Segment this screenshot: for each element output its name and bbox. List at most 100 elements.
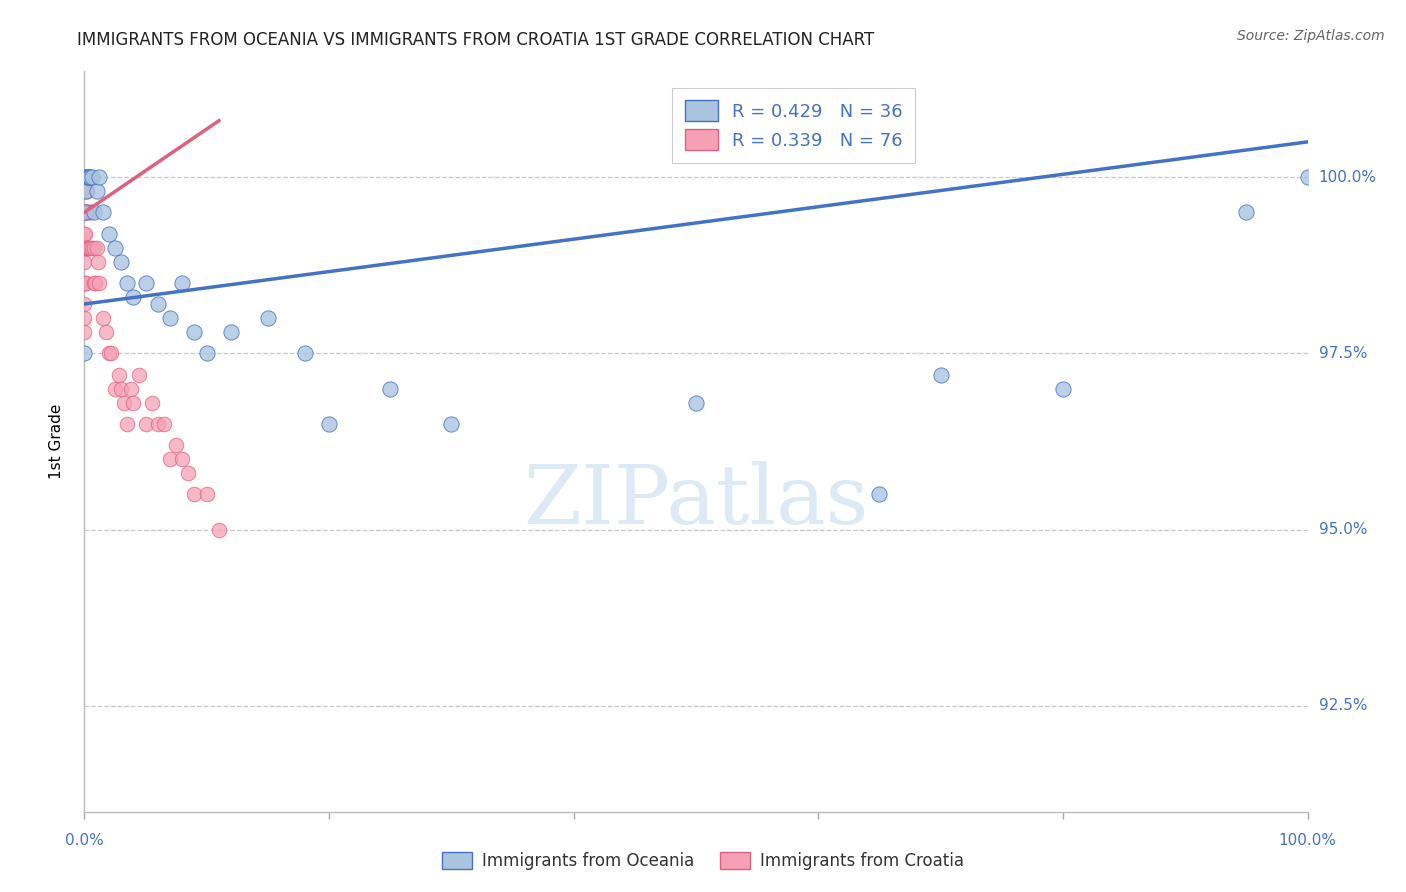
Point [79, 205, 101, 219]
Text: ZIPatlas: ZIPatlas [523, 461, 869, 541]
Point [257, 311, 280, 326]
Text: 100.0%: 100.0% [1319, 169, 1376, 185]
Point [135, 276, 157, 290]
Point [73, 170, 96, 185]
Point [79, 205, 101, 219]
Point [73, 241, 96, 255]
Point [77, 205, 100, 219]
Point [73, 227, 96, 241]
Point [86, 184, 108, 198]
Point [76, 184, 98, 198]
Point [87, 254, 110, 268]
Point [122, 290, 145, 304]
Point [73, 276, 96, 290]
Point [112, 396, 135, 410]
Point [294, 346, 316, 360]
Point [73, 184, 96, 198]
Point [80, 205, 103, 219]
Point [75, 170, 97, 185]
Text: 92.5%: 92.5% [1319, 698, 1367, 714]
Point [685, 396, 707, 410]
Text: 0.0%: 0.0% [65, 833, 104, 848]
Point [77, 241, 100, 255]
Point [1236, 205, 1258, 219]
Text: IMMIGRANTS FROM OCEANIA VS IMMIGRANTS FROM CROATIA 1ST GRADE CORRELATION CHART: IMMIGRANTS FROM OCEANIA VS IMMIGRANTS FR… [77, 31, 875, 49]
Point [122, 396, 145, 410]
Point [183, 325, 205, 339]
Point [172, 452, 194, 467]
Point [80, 170, 103, 185]
Point [318, 417, 340, 431]
Point [73, 170, 96, 185]
Point [73, 205, 96, 219]
Point [73, 170, 96, 185]
Point [110, 382, 132, 396]
Point [75, 184, 97, 198]
Point [91, 311, 114, 326]
Point [100, 346, 122, 360]
Legend: Immigrants from Oceania, Immigrants from Croatia: Immigrants from Oceania, Immigrants from… [436, 845, 970, 877]
Point [104, 382, 127, 396]
Point [115, 417, 138, 431]
Point [79, 170, 101, 185]
Point [380, 382, 402, 396]
Point [96, 325, 118, 339]
Point [929, 368, 952, 382]
Point [87, 276, 110, 290]
Point [73, 276, 96, 290]
Point [183, 487, 205, 501]
Point [73, 346, 96, 360]
Point [146, 297, 169, 311]
Point [73, 325, 96, 339]
Point [73, 241, 96, 255]
Point [73, 184, 96, 198]
Point [82, 241, 104, 255]
Point [79, 241, 101, 255]
Point [104, 241, 127, 255]
Point [83, 205, 105, 219]
Point [172, 276, 194, 290]
Point [195, 487, 218, 501]
Point [73, 170, 96, 185]
Point [146, 417, 169, 431]
Point [83, 276, 105, 290]
Text: 95.0%: 95.0% [1319, 522, 1367, 537]
Point [73, 205, 96, 219]
Point [73, 205, 96, 219]
Point [91, 205, 114, 219]
Point [110, 254, 132, 268]
Text: 100.0%: 100.0% [1278, 833, 1337, 848]
Point [195, 346, 218, 360]
Point [76, 170, 98, 185]
Point [73, 311, 96, 326]
Point [107, 368, 129, 382]
Point [120, 382, 142, 396]
Point [83, 241, 105, 255]
Point [1296, 170, 1319, 185]
Point [159, 311, 181, 326]
Text: 97.5%: 97.5% [1319, 346, 1367, 361]
Point [869, 487, 891, 501]
Point [75, 241, 97, 255]
Point [115, 276, 138, 290]
Point [87, 170, 110, 185]
Point [73, 205, 96, 219]
Point [1052, 382, 1074, 396]
Point [76, 241, 98, 255]
Point [77, 170, 100, 185]
Point [440, 417, 463, 431]
Point [76, 205, 98, 219]
Point [75, 276, 97, 290]
Point [73, 227, 96, 241]
Point [75, 184, 97, 198]
Point [177, 467, 200, 481]
Text: Source: ZipAtlas.com: Source: ZipAtlas.com [1237, 29, 1385, 43]
Point [73, 254, 96, 268]
Point [77, 241, 100, 255]
Point [76, 205, 98, 219]
Point [75, 205, 97, 219]
Point [153, 417, 176, 431]
Point [77, 205, 100, 219]
Point [75, 170, 97, 185]
Point [73, 170, 96, 185]
